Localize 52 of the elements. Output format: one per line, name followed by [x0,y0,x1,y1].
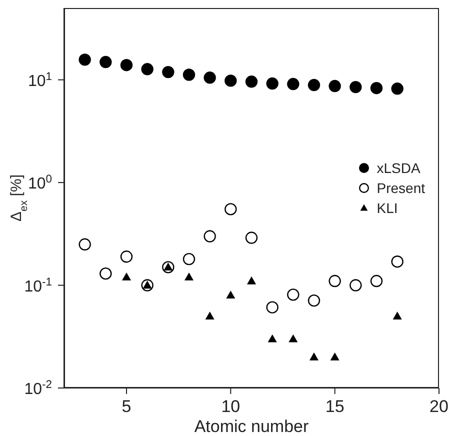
point [182,68,196,81]
point [393,312,402,320]
point [287,288,300,301]
point [370,274,383,288]
point [310,352,318,360]
point [350,80,362,94]
point [100,267,112,280]
point [266,301,278,314]
x-tick-label: 10 [221,397,240,416]
point [287,78,300,90]
point [122,272,131,280]
x-tick-label: 15 [325,397,344,416]
point [288,334,298,342]
y-tick-label: 10$^{1}$ [28,70,52,90]
x-tick-label: 5 [122,397,132,416]
point [308,78,320,92]
point [204,230,216,242]
point [391,82,404,95]
point [266,77,278,90]
y-tick-label: 10$^{-2}$ [24,379,52,398]
point [100,56,112,68]
point [370,82,383,94]
point [268,334,277,342]
point [328,274,341,288]
point [247,276,256,284]
point [328,80,341,92]
point [78,238,91,250]
point [120,250,133,263]
point [330,352,340,360]
point [226,290,235,299]
point [245,232,258,244]
point [224,203,237,216]
legend-label: KLI [376,199,398,218]
y-tick-label: 10$^{0}$ [28,174,52,193]
point [245,76,258,88]
point [78,54,91,66]
point [182,252,196,266]
point [206,312,214,320]
x-tick-label: 20 [430,397,448,416]
point [184,272,194,280]
legend-label: xLSDA [376,159,420,178]
x-axis-title: Atomic number [194,417,309,436]
legend-label: Present [376,179,425,198]
point [350,279,362,292]
point [162,66,174,78]
y-tick-label: 10$^{-1}$ [24,276,52,296]
point [141,63,154,76]
point [308,294,320,307]
point [204,72,216,84]
point [391,255,404,268]
point [120,59,133,72]
point [224,74,237,87]
